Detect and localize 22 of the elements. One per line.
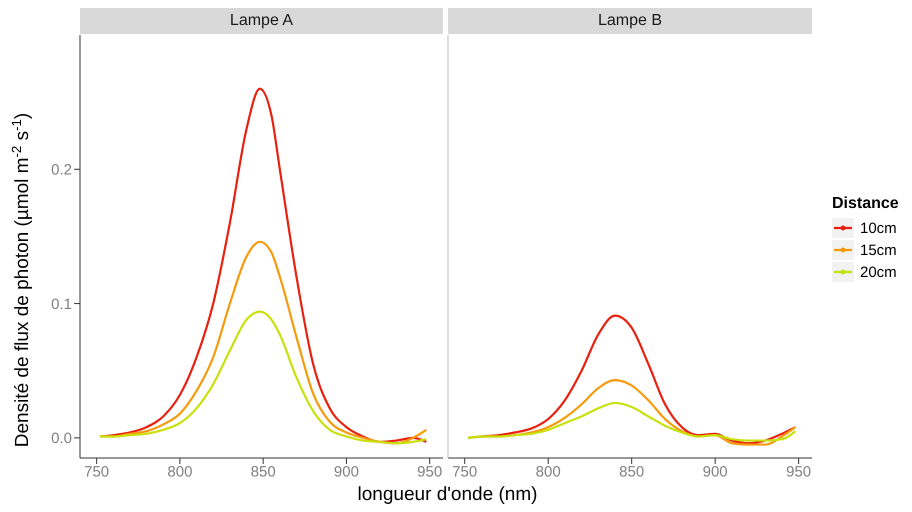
y-tick-label: 0.1 (51, 296, 72, 313)
legend-label: 15cm (860, 242, 897, 258)
line-series (98, 88, 428, 443)
x-tick-label: 750 (452, 464, 478, 481)
y-tick-label: 0.2 (51, 162, 72, 179)
y-tick-label: 0.0 (51, 430, 72, 448)
x-tick-label: 750 (84, 464, 110, 481)
x-tick-label: 800 (167, 464, 192, 481)
x-tick-label: 950 (417, 464, 442, 481)
x-tick-label: 800 (536, 464, 561, 481)
x-tick-label: 950 (786, 464, 812, 481)
x-tick-label: 850 (619, 464, 644, 481)
line-series (98, 310, 428, 444)
legend-label: 10cm (860, 220, 897, 236)
chart-title: Lampe B (448, 8, 812, 34)
legend-label: 20cm (860, 264, 897, 280)
x-tick-label: 900 (334, 464, 359, 481)
chart-title: Lampe A (80, 8, 443, 34)
x-axis-title: longueur d'onde (nm) (356, 484, 539, 506)
x-tick-label: 900 (702, 464, 728, 481)
legend-title: Distance (832, 195, 899, 213)
x-tick-label: 850 (250, 464, 276, 481)
